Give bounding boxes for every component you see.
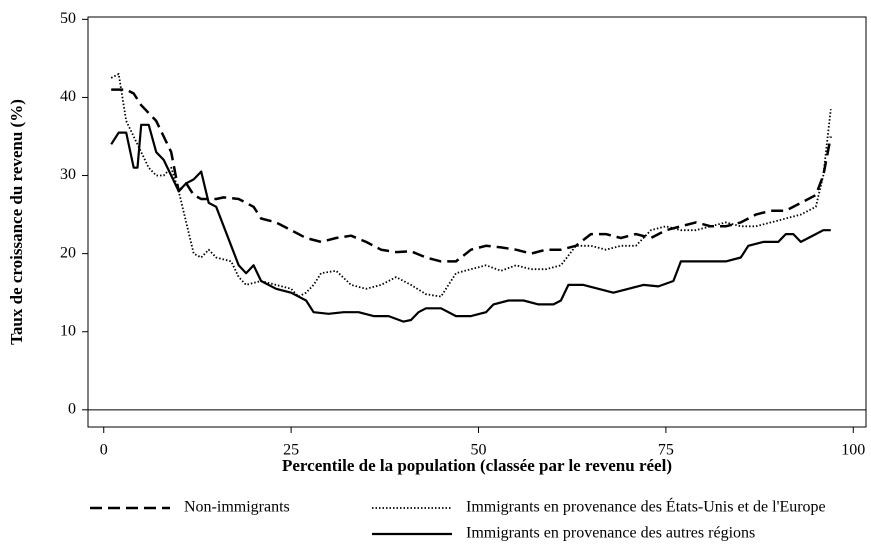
y-tick-label: 30 [60, 166, 76, 183]
x-axis-title: Percentile de la population (classée par… [282, 456, 672, 475]
series-line [111, 88, 833, 263]
y-tick-label: 50 [60, 10, 76, 27]
y-tick-label: 20 [60, 244, 76, 261]
x-tick-label: 0 [100, 442, 108, 459]
legend-label: Immigrants en provenance des États-Unis … [466, 497, 826, 516]
x-tick-label: 100 [841, 442, 865, 459]
y-tick-label: 10 [60, 322, 76, 339]
y-axis-title: Taux de croissance du revenu (%) [7, 99, 26, 345]
legend-label: Immigrants en provenance des autres régi… [466, 525, 755, 542]
y-tick-label: 0 [68, 400, 76, 417]
plot-frame [87, 16, 867, 428]
series-line [110, 123, 831, 323]
x-tick-label: 75 [658, 442, 674, 459]
legend-label: Non-immigrants [184, 499, 290, 516]
x-tick-label: 25 [283, 442, 299, 459]
y-tick-label: 40 [60, 88, 76, 105]
x-tick-label: 50 [470, 442, 486, 459]
series-line [110, 73, 832, 298]
